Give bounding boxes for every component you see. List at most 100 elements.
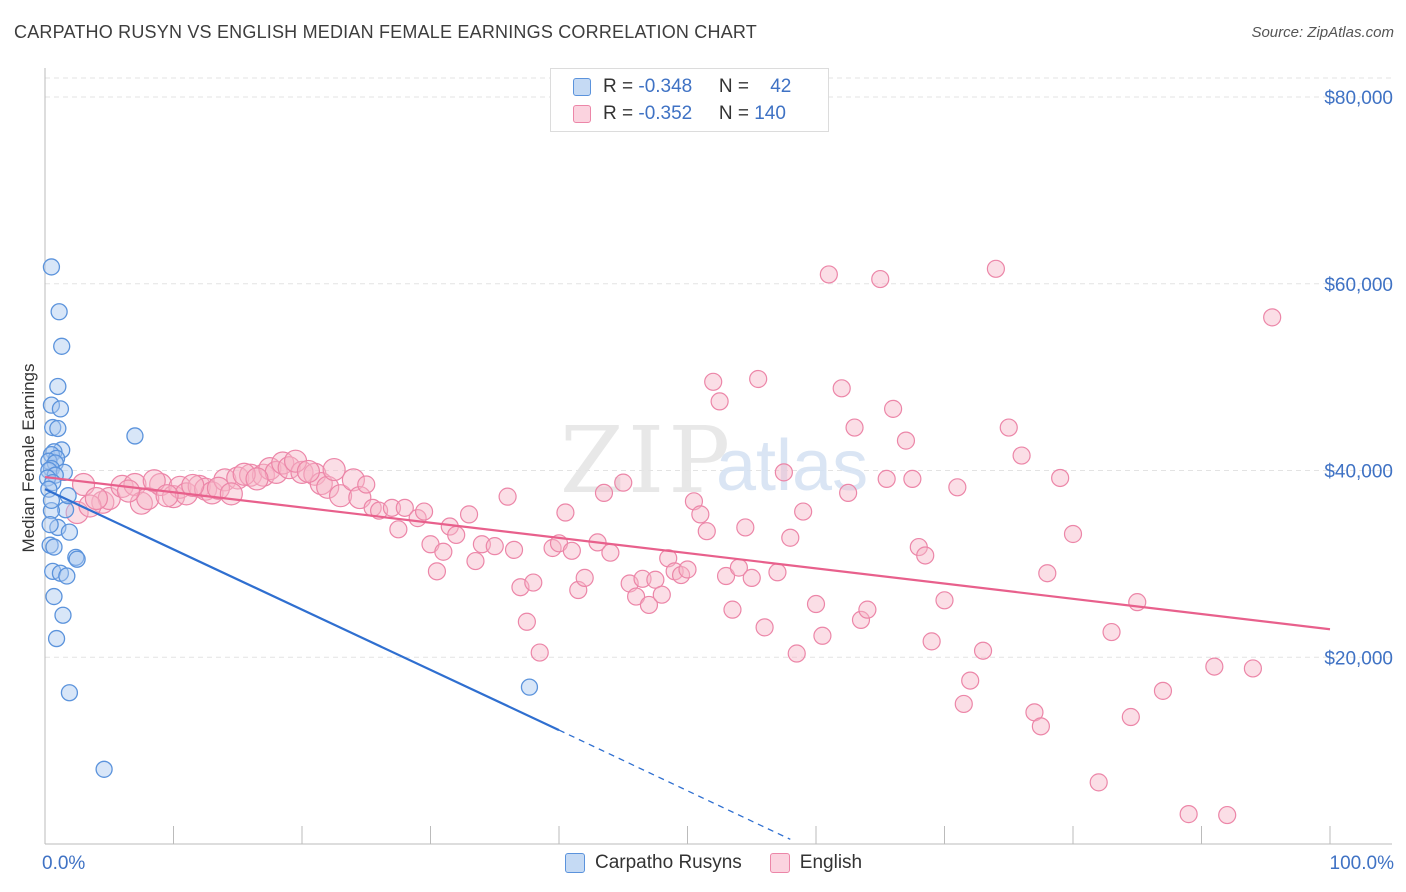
english-point: [883, 399, 903, 418]
english-point: [142, 469, 166, 493]
english-point: [466, 551, 485, 571]
carpatho-rusyn-point: [53, 337, 71, 355]
carpatho-rusyn-point: [44, 418, 62, 437]
english-point: [517, 612, 536, 631]
english-point: [296, 459, 321, 484]
english-point: [716, 566, 736, 586]
english-point: [614, 473, 633, 492]
english-point: [556, 503, 575, 522]
english-point: [155, 484, 179, 508]
english-point: [839, 483, 858, 503]
english-point: [871, 269, 890, 289]
english-point: [806, 594, 826, 614]
english-point: [1179, 805, 1198, 824]
legend-row-english: R = -0.352 N = 140: [573, 103, 786, 125]
english-point: [935, 591, 954, 610]
watermark-zip: ZIP: [560, 407, 734, 514]
carpatho-rusyn-point: [68, 550, 86, 568]
english-point: [1121, 707, 1140, 727]
carpatho-rusyn-point: [42, 258, 61, 276]
english-point: [206, 476, 231, 500]
english-point: [485, 537, 504, 556]
english-point: [1051, 468, 1070, 488]
carpatho-rusyn-point: [54, 606, 72, 624]
y-axis-label: Median Female Earnings: [19, 364, 38, 553]
english-point: [1153, 681, 1173, 700]
legend-row-carpatho: R = -0.348 N = 42: [573, 76, 791, 98]
english-point: [903, 469, 922, 489]
legend-swatch-blue: [573, 78, 591, 96]
carpatho-rusyn-point: [60, 523, 79, 541]
english-point: [691, 505, 710, 524]
carpatho-rusyn-point: [42, 396, 61, 414]
english-point: [1031, 717, 1050, 736]
english-point: [447, 525, 466, 545]
english-point: [749, 369, 768, 389]
english-point: [787, 644, 806, 663]
grid-lines: [45, 77, 1392, 658]
carpatho-rusyn-point: [49, 377, 67, 396]
carpatho-rusyn-point: [60, 684, 79, 702]
y-tick-label: $60,000: [1324, 275, 1393, 296]
english-point: [322, 457, 346, 482]
english-point: [794, 502, 813, 521]
english-point: [633, 569, 652, 588]
english-point: [851, 610, 871, 630]
correlation-legend: R = -0.348 N = 42 R = -0.352 N = 140: [550, 68, 829, 132]
english-point: [877, 469, 896, 489]
carpatho-rusyn-points: [38, 258, 539, 778]
english-point: [916, 546, 935, 565]
english-point: [498, 487, 517, 506]
english-point: [813, 626, 832, 645]
english-point: [575, 568, 594, 587]
carpatho-rusyn-point: [59, 487, 77, 505]
english-point: [1102, 622, 1121, 642]
english-point: [819, 265, 838, 284]
english-point: [129, 491, 153, 515]
english-point: [1263, 308, 1282, 327]
english-point: [999, 418, 1018, 437]
english-point: [341, 468, 365, 492]
carpatho-rusyn-point: [126, 427, 144, 445]
english-point: [594, 483, 614, 503]
legend-square-blue: [565, 853, 585, 873]
legend-item-carpatho[interactable]: Carpatho Rusyns: [565, 852, 742, 874]
english-point: [357, 475, 376, 494]
english-point: [245, 467, 269, 491]
english-point: [562, 541, 581, 560]
english-point: [427, 562, 447, 581]
english-point: [316, 475, 340, 499]
english-point: [626, 587, 646, 606]
trend-lines: [44, 475, 1331, 840]
english-point: [1243, 659, 1263, 678]
carpatho-rusyn-point: [47, 629, 66, 648]
english-point: [530, 643, 549, 662]
y-tick-label: $20,000: [1324, 648, 1393, 669]
english-point: [858, 600, 877, 619]
y-tick-label: $80,000: [1324, 88, 1393, 109]
english-point: [1218, 805, 1237, 825]
legend-label-carpatho: Carpatho Rusyns: [595, 852, 742, 873]
english-point: [389, 520, 408, 539]
english-points: [65, 259, 1282, 825]
english-point: [181, 473, 205, 498]
english-point: [414, 502, 434, 521]
carpatho-rusyn-point: [50, 303, 68, 321]
english-point: [219, 482, 243, 506]
carpatho-rusyn-point: [51, 400, 70, 418]
english-point: [504, 540, 524, 559]
english-point: [328, 484, 353, 508]
legend-item-english[interactable]: English: [769, 852, 862, 874]
english-point: [973, 641, 993, 660]
english-point: [524, 573, 543, 592]
english-point: [723, 600, 742, 619]
english-point: [84, 486, 109, 511]
english-point: [1205, 657, 1224, 676]
english-point: [434, 542, 453, 561]
english-trend-line: [44, 475, 1331, 631]
english-point: [678, 560, 697, 579]
x-tick-label: 0.0%: [42, 853, 85, 874]
english-point: [1012, 446, 1031, 465]
english-point: [896, 431, 916, 450]
